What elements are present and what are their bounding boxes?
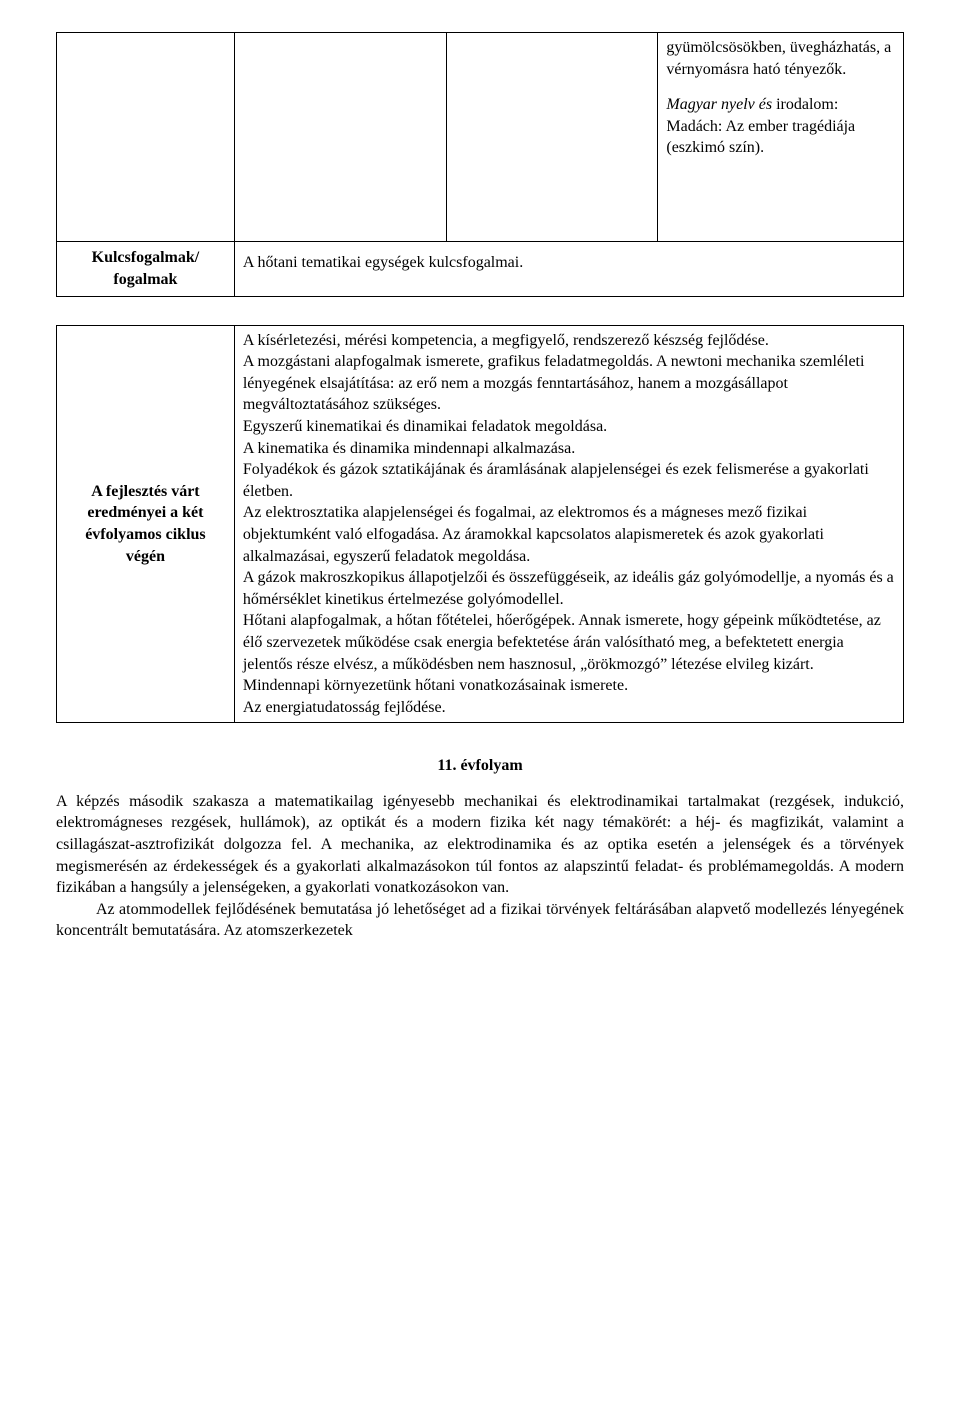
cell-empty-left xyxy=(57,33,235,242)
table-kulcsfogalmak: gyümölcsösökben, üvegházhatás, a vérnyom… xyxy=(56,32,904,297)
right-bottom-text: Magyar nyelv és irodalom: Madách: Az emb… xyxy=(666,94,895,159)
paragraph-1: A képzés második szakasza a matematikail… xyxy=(56,791,904,899)
cell-kulcsfogalmak-label: Kulcsfogalmak/ fogalmak xyxy=(57,242,235,297)
cell-fejlesztes-content: A kísérletezési, mérési kompetencia, a m… xyxy=(234,325,903,723)
cell-right-notes: gyümölcsösökben, üvegházhatás, a vérnyom… xyxy=(658,33,904,242)
cell-kulcsfogalmak-text: A hőtani tematikai egységek kulcsfogalma… xyxy=(234,242,903,297)
cell-empty-mid2 xyxy=(446,33,658,242)
right-bottom-italic: Magyar nyelv és xyxy=(666,96,772,113)
table-fejlesztes: A fejlesztés várt eredményei a két évfol… xyxy=(56,325,904,724)
paragraph-2: Az atommodellek fejlődésének bemutatása … xyxy=(56,899,904,942)
cell-empty-mid1 xyxy=(234,33,446,242)
cell-fejlesztes-label: A fejlesztés várt eredményei a két évfol… xyxy=(57,325,235,723)
section-heading-11-evfolyam: 11. évfolyam xyxy=(56,755,904,777)
fejlesztes-content-text: A kísérletezési, mérési kompetencia, a m… xyxy=(243,330,895,719)
right-top-text: gyümölcsösökben, üvegházhatás, a vérnyom… xyxy=(666,37,895,80)
